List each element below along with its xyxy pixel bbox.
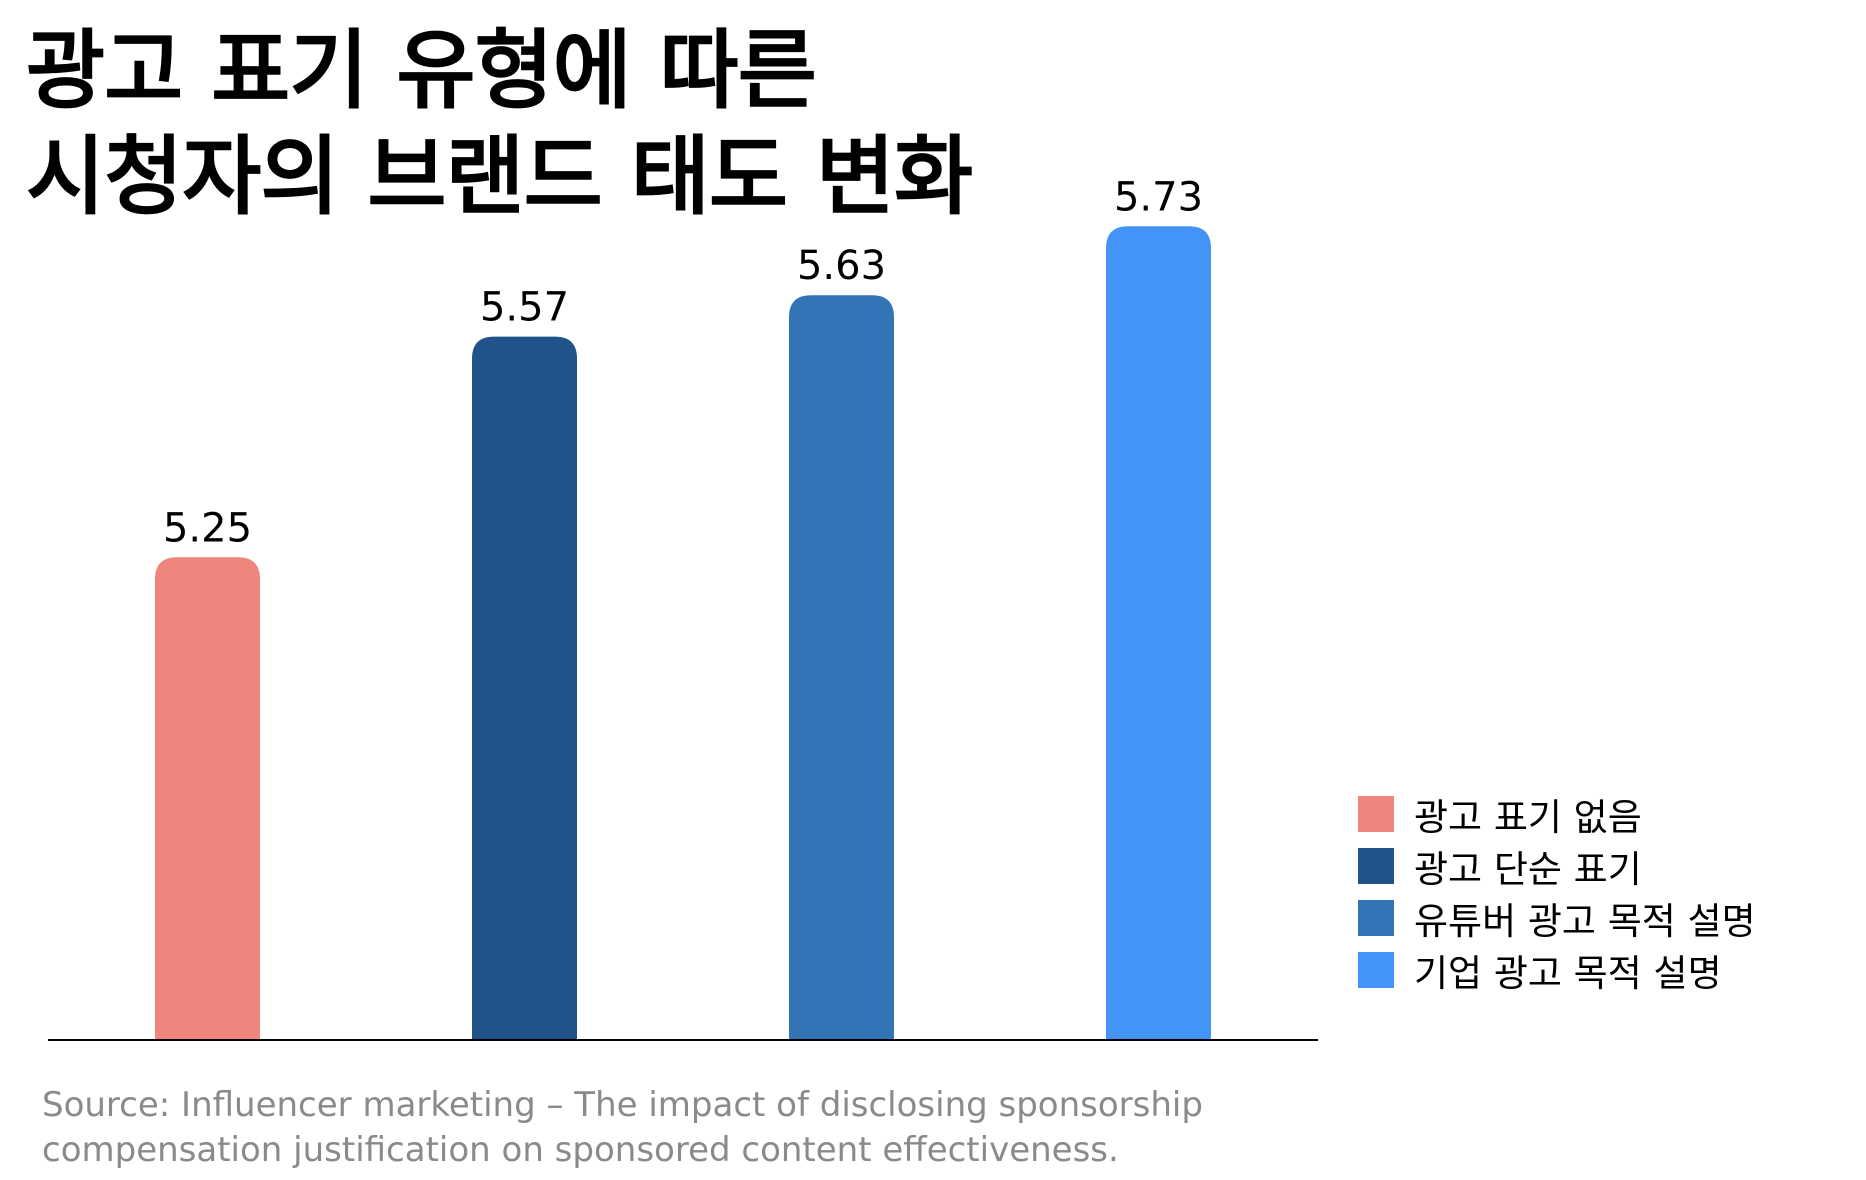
legend-item: 광고 단순 표기 — [1358, 840, 1756, 892]
legend-label: 광고 단순 표기 — [1414, 848, 1642, 891]
legend-item: 기업 광고 목적 설명 — [1358, 944, 1756, 996]
value-label: 5.73 — [1114, 174, 1203, 220]
chart-title: 광고 표기 유형에 따른 시청자의 브랜드 태도 변화 — [26, 18, 1126, 230]
legend: 광고 표기 없음 광고 단순 표기 유튜버 광고 목적 설명 기업 광고 목적 … — [1358, 788, 1756, 996]
bar — [1106, 226, 1211, 1041]
legend-swatch — [1358, 848, 1394, 884]
chart-title-line-1: 광고 표기 유형에 따른 — [26, 21, 817, 121]
legend-label: 광고 표기 없음 — [1414, 796, 1642, 839]
value-labels-group: 5.25 5.57 5.63 5.73 — [163, 174, 1203, 551]
bar — [472, 336, 577, 1040]
chart-title-line-2: 시청자의 브랜드 태도 변화 — [26, 127, 973, 227]
value-label: 5.63 — [797, 243, 886, 289]
bars-group — [155, 226, 1211, 1041]
source-note: Source: Influencer marketing – The impac… — [42, 1083, 1342, 1173]
legend-label: 유튜버 광고 목적 설명 — [1414, 900, 1756, 943]
legend-swatch — [1358, 952, 1394, 988]
bar — [155, 557, 260, 1040]
bar — [789, 295, 894, 1040]
legend-swatch — [1358, 900, 1394, 936]
value-label: 5.57 — [480, 285, 569, 331]
source-line-2: compensation justification on sponsored … — [42, 1130, 1119, 1170]
legend-item: 유튜버 광고 목적 설명 — [1358, 892, 1756, 944]
legend-swatch — [1358, 796, 1394, 832]
value-label: 5.25 — [163, 505, 252, 551]
legend-label: 기업 광고 목적 설명 — [1414, 952, 1722, 995]
legend-item: 광고 표기 없음 — [1358, 788, 1756, 840]
source-line-1: Source: Influencer marketing – The impac… — [42, 1085, 1203, 1125]
